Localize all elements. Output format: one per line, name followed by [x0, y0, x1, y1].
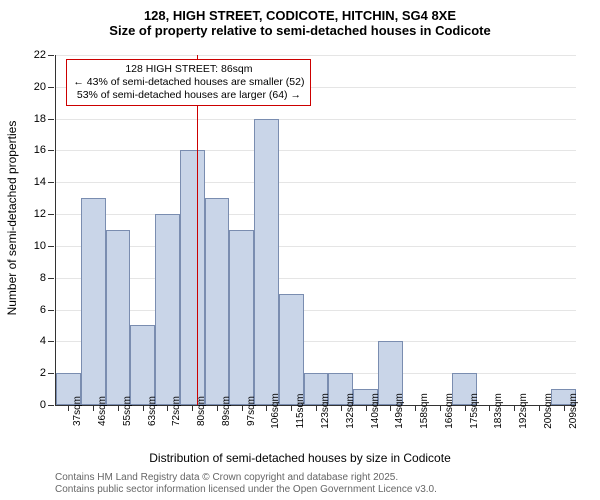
x-tick [143, 405, 144, 411]
x-tick [415, 405, 416, 411]
x-tick-label: 192sqm [518, 393, 529, 429]
chart-container: 128, HIGH STREET, CODICOTE, HITCHIN, SG4… [0, 0, 600, 500]
histogram-bar [130, 325, 155, 405]
x-tick [366, 405, 367, 411]
x-tick [217, 405, 218, 411]
y-tick-label: 16 [34, 144, 46, 156]
y-tick-label: 4 [40, 335, 46, 347]
y-tick [48, 214, 54, 215]
x-tick [242, 405, 243, 411]
y-tick [48, 373, 54, 374]
y-tick-label: 0 [40, 399, 46, 411]
plot: 024681012141618202237sqm46sqm55sqm63sqm7… [55, 55, 576, 406]
grid-line [56, 310, 576, 311]
y-tick [48, 278, 54, 279]
x-tick [316, 405, 317, 411]
y-tick-label: 10 [34, 240, 46, 252]
grid-line [56, 246, 576, 247]
histogram-bar [229, 230, 254, 405]
x-tick [564, 405, 565, 411]
y-tick [48, 55, 54, 56]
x-tick-label: 209sqm [568, 393, 579, 429]
histogram-bar [155, 214, 180, 405]
x-tick [489, 405, 490, 411]
y-tick-label: 2 [40, 367, 46, 379]
x-tick-label: 158sqm [419, 393, 430, 429]
x-tick [68, 405, 69, 411]
x-tick [167, 405, 168, 411]
annotation-line1: 128 HIGH STREET: 86sqm [73, 63, 304, 76]
copyright-text: Contains HM Land Registry data © Crown c… [55, 472, 437, 496]
histogram-bar [205, 198, 230, 405]
annotation-box: 128 HIGH STREET: 86sqm ← 43% of semi-det… [66, 59, 311, 106]
x-tick [465, 405, 466, 411]
chart-title-sub: Size of property relative to semi-detach… [0, 23, 600, 42]
histogram-bar [279, 294, 304, 405]
y-tick [48, 405, 54, 406]
annotation-line2: ← 43% of semi-detached houses are smalle… [73, 76, 304, 89]
x-tick [93, 405, 94, 411]
copyright-line1: Contains HM Land Registry data © Crown c… [55, 472, 437, 484]
chart-plot-area: 024681012141618202237sqm46sqm55sqm63sqm7… [55, 55, 575, 405]
x-tick [266, 405, 267, 411]
x-tick-label: 149sqm [394, 393, 405, 429]
x-tick [341, 405, 342, 411]
y-tick [48, 87, 54, 88]
grid-line [56, 55, 576, 56]
y-axis-title: Number of semi-detached properties [5, 121, 19, 316]
y-tick [48, 182, 54, 183]
grid-line [56, 278, 576, 279]
y-tick-label: 14 [34, 176, 46, 188]
annotation-line3: 53% of semi-detached houses are larger (… [73, 89, 304, 102]
y-tick-label: 12 [34, 208, 46, 220]
y-tick [48, 310, 54, 311]
x-tick [440, 405, 441, 411]
y-tick-label: 6 [40, 304, 46, 316]
x-tick-label: 175sqm [469, 393, 480, 429]
grid-line [56, 214, 576, 215]
x-tick [192, 405, 193, 411]
histogram-bar [254, 119, 279, 405]
y-tick-label: 20 [34, 81, 46, 93]
y-tick-label: 18 [34, 113, 46, 125]
y-tick-label: 22 [34, 49, 46, 61]
histogram-bar [180, 150, 205, 405]
chart-title-main: 128, HIGH STREET, CODICOTE, HITCHIN, SG4… [0, 0, 600, 23]
x-tick [291, 405, 292, 411]
y-tick [48, 341, 54, 342]
histogram-bar [106, 230, 131, 405]
x-tick [514, 405, 515, 411]
copyright-line2: Contains public sector information licen… [55, 484, 437, 496]
y-tick [48, 150, 54, 151]
x-tick [118, 405, 119, 411]
grid-line [56, 119, 576, 120]
reference-line [197, 55, 198, 405]
y-tick [48, 246, 54, 247]
x-tick [390, 405, 391, 411]
grid-line [56, 182, 576, 183]
x-axis-title: Distribution of semi-detached houses by … [0, 451, 600, 465]
x-tick-label: 183sqm [493, 393, 504, 429]
histogram-bar [81, 198, 106, 405]
x-tick [539, 405, 540, 411]
y-tick-label: 8 [40, 272, 46, 284]
grid-line [56, 150, 576, 151]
y-tick [48, 119, 54, 120]
